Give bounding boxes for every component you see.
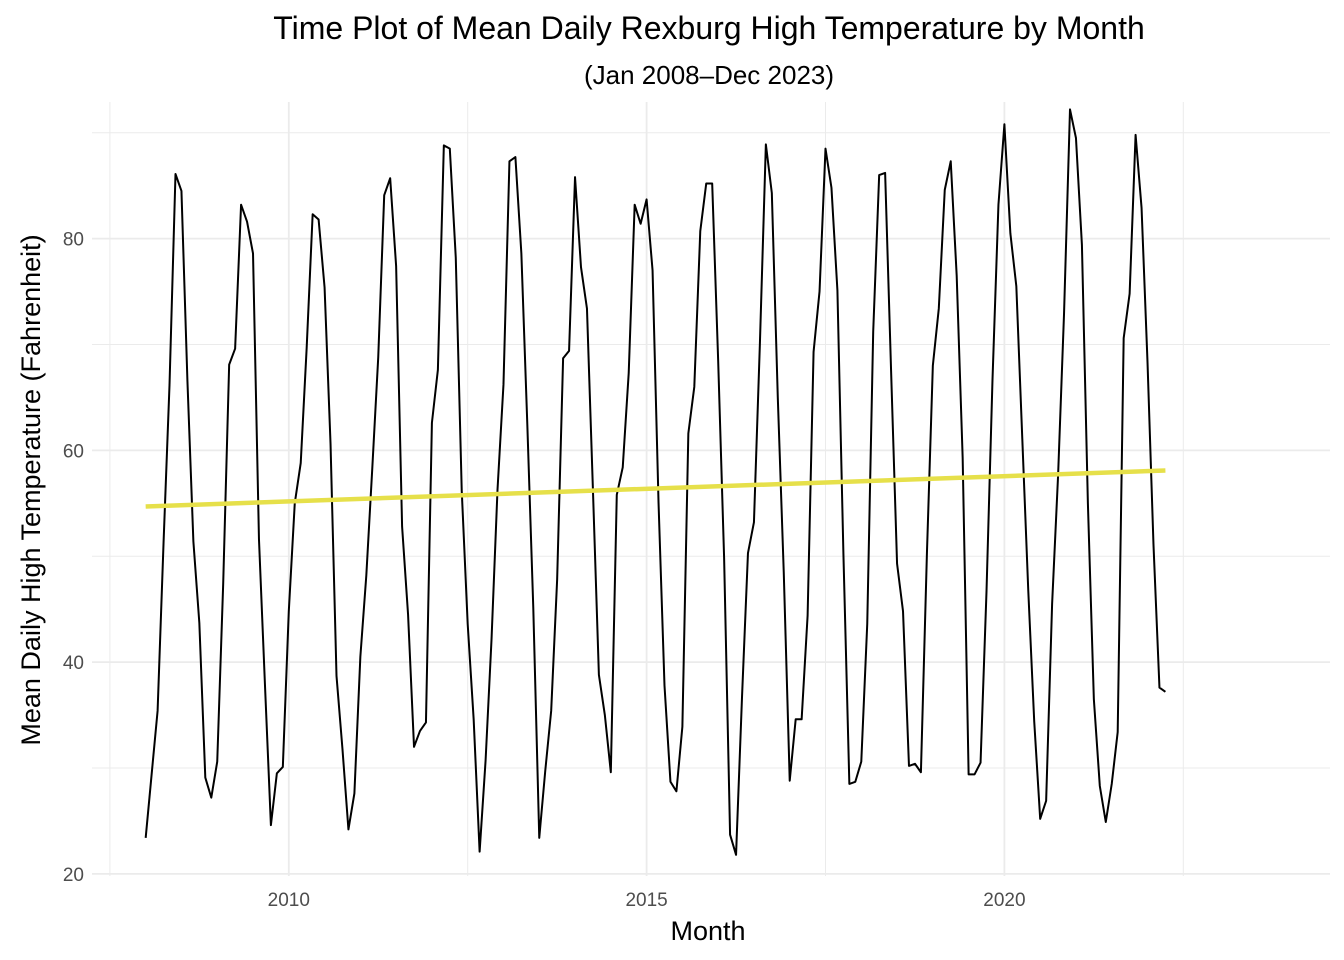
x-tick-label: 2020 <box>983 890 1025 911</box>
x-tick-label: 2015 <box>625 890 667 911</box>
chart-subtitle: (Jan 2008–Dec 2023) <box>583 60 835 90</box>
chart-title: Time Plot of Mean Daily Rexburg High Tem… <box>273 10 1145 46</box>
y-tick-label: 40 <box>63 653 84 674</box>
x-tick-label: 2010 <box>268 890 310 911</box>
trend-line <box>145 468 1166 509</box>
y-tick-label: 60 <box>63 441 84 462</box>
y-axis-ticks: 20 40 60 80 <box>63 230 84 886</box>
series-layer <box>144 108 1166 856</box>
y-tick-label: 20 <box>63 865 84 886</box>
y-axis-title: Mean Daily High Temperature (Fahrenheit) <box>16 234 46 745</box>
minor-gridlines <box>92 102 1330 876</box>
major-gridlines <box>92 102 1330 876</box>
series-line <box>144 108 1166 856</box>
x-axis-title: Month <box>670 916 745 946</box>
y-tick-label: 80 <box>63 230 84 251</box>
trend-layer <box>145 468 1166 509</box>
x-axis-ticks: 2010 2015 2020 <box>268 890 1026 911</box>
